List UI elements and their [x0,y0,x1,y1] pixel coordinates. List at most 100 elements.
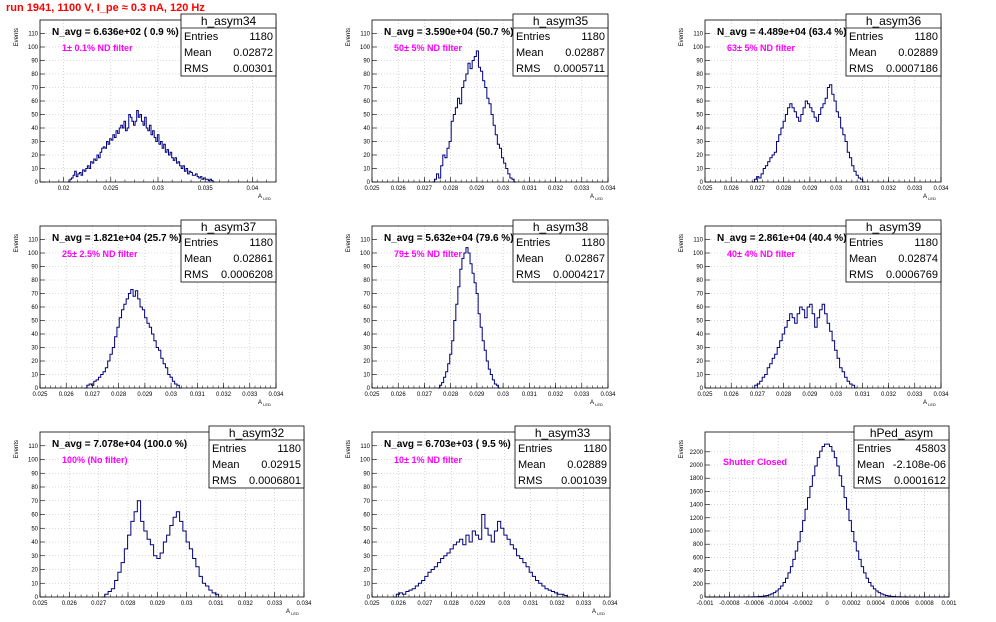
navg-label: N_avg = 6.636e+02 ( 0.9 %) [52,27,179,38]
stats-label: Mean [857,459,885,471]
y-tick-label: 70 [363,499,370,505]
y-tick-label: 110 [28,32,38,38]
y-tick-label: 80 [696,72,703,78]
y-tick-label: 60 [363,99,370,105]
stats-value: 0.02889 [898,47,938,59]
x-tick-label: 0.034 [600,392,616,398]
y-tick-label: 400 [693,569,704,575]
filter-label: 100% (No filter) [62,455,128,465]
x-tick-label: 0.035 [198,186,214,192]
stats-label: Mean [184,253,212,265]
y-tick-label: 30 [363,554,370,560]
x-tick-label: 0.03 [181,601,193,607]
y-tick-label: 40 [31,540,38,546]
stats-value: 1180 [914,31,938,43]
y-tick-label: 100 [360,45,371,51]
x-tick-label: 0.027 [750,392,766,398]
x-tick-label: 0.033 [574,392,590,398]
y-tick-label: 60 [696,305,703,311]
y-tick-label: 10 [31,167,38,173]
filter-label: 40± 4% ND filter [727,249,795,259]
x-tick-label: 0.03 [497,392,509,398]
y-tick-label: 30 [363,346,370,352]
y-tick-label: 90 [363,471,370,477]
y-tick-label: 80 [31,278,38,284]
stats-value: 1180 [249,237,273,249]
y-tick-label: 100 [28,458,39,464]
y-tick-label: 90 [363,265,370,271]
y-tick-label: 60 [31,513,38,519]
y-tick-label: 30 [31,346,38,352]
histogram-series [752,303,858,389]
stats-value: 1180 [277,443,301,455]
y-tick-label: 0 [367,180,371,186]
y-tick-label: 50 [696,113,703,119]
navg-label: N_avg = 7.078e+04 (100.0 %) [52,439,187,450]
x-tick-label: 0.033 [574,186,590,192]
x-tick-label: -0.0004 [768,601,789,607]
histogram-series [432,50,517,183]
stats-box [845,13,942,77]
x-tick-label: 0.0004 [867,601,886,607]
stats-title: h_asym39 [866,220,922,234]
stats-value: 1180 [581,237,605,249]
y-tick-label: 20 [363,359,370,365]
stats-box [208,425,305,489]
histogram-panel-h_asym32: 0.025 0.026 0.027 0.028 0.029 0.03 0.031 0.032 0… [14,425,312,616]
y-tick-label: 100 [28,45,39,51]
x-tick-label: 0.025 [697,186,713,192]
histogram-series [437,247,501,389]
y-tick-label: 60 [363,305,370,311]
x-tick-label: 0.026 [391,186,407,192]
stats-label: Entries [212,443,247,455]
stats-label: Entries [516,31,551,43]
y-tick-label: 200 [693,582,704,588]
stats-label: Entries [849,31,884,43]
x-axis-title: A LED [590,194,603,201]
y-tick-label: 100 [693,45,704,51]
x-tick-label: -0.001 [696,601,714,607]
y-tick-label: 0 [35,180,39,186]
stats-value: 0.02915 [261,459,301,471]
x-tick-label: 0.03 [165,392,177,398]
histogram-series [752,84,865,183]
x-tick-label: 0.032 [238,601,254,607]
x-tick-label: 0.025 [364,392,380,398]
y-axis-title: Events [14,234,20,252]
y-tick-label: 90 [31,471,38,477]
x-tick-label: 0.027 [417,601,433,607]
y-tick-label: 40 [31,332,38,338]
x-tick-label: 0.031 [208,601,224,607]
stats-title: hPed_asym [870,426,933,440]
y-tick-label: 1800 [690,476,704,482]
y-tick-label: 20 [363,153,370,159]
y-tick-label: 0 [367,595,371,601]
x-tick-label: 0.04 [247,186,259,192]
y-tick-label: 0 [367,386,371,392]
y-tick-label: 50 [696,319,703,325]
x-tick-label: -0.0002 [792,601,813,607]
x-tick-label: 0.025 [103,186,119,192]
stats-box [853,425,950,489]
navg-label: N_avg = 4.489e+04 (63.4 %) [717,27,847,38]
y-tick-label: 110 [360,444,370,450]
x-tick-label: 0 [825,601,829,607]
stats-label: Entries [857,443,892,455]
y-tick-label: 800 [693,542,704,548]
stats-value: 45803 [915,443,946,455]
y-tick-label: 50 [31,526,38,532]
x-tick-label: 0.033 [907,392,923,398]
y-tick-label: 60 [363,513,370,519]
y-tick-label: 10 [696,167,703,173]
y-tick-label: 600 [693,555,704,561]
y-tick-label: 30 [31,554,38,560]
histogram-series [101,500,222,598]
stats-title: h_asym37 [201,220,257,234]
y-tick-label: 50 [363,113,370,119]
x-tick-label: -0.0008 [719,601,740,607]
stats-value: 1180 [914,237,938,249]
x-tick-label: 0.031 [190,392,206,398]
stats-value: 0.0001612 [894,475,946,487]
histogram-panel-hPed_asym: -0.001 -0.0008 -0.0006 -0.0004 -0.0002 0 0.000… [679,425,957,607]
